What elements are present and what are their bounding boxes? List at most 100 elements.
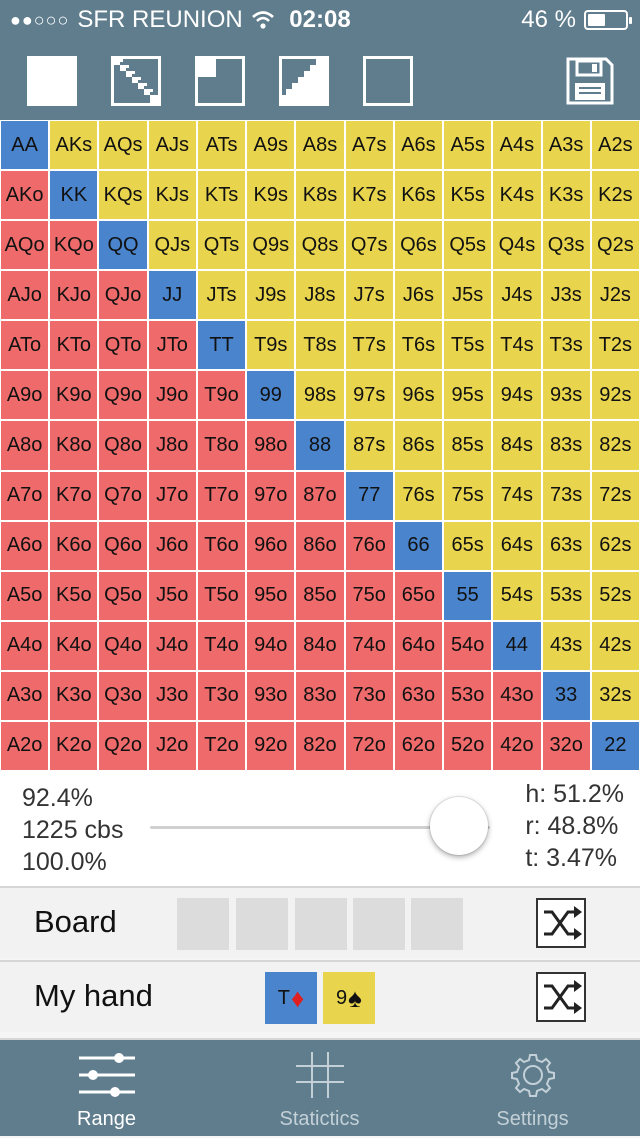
hand-cell[interactable]: Q3s <box>542 221 590 270</box>
hand-cell[interactable]: 99 <box>247 371 295 420</box>
hand-cell[interactable]: K6s <box>394 171 443 220</box>
hand-cell[interactable]: 93s <box>542 371 590 420</box>
hand-cell[interactable]: 76o <box>345 521 393 570</box>
range-slider-knob[interactable] <box>430 797 488 855</box>
tab-statistics[interactable]: Statictics <box>213 1040 426 1138</box>
hand-cell[interactable]: Q6s <box>394 221 443 270</box>
hand-shuffle-button[interactable] <box>536 972 586 1022</box>
hand-cell[interactable]: A8s <box>296 121 344 170</box>
hand-cell[interactable]: J6o <box>148 521 196 570</box>
hand-cell[interactable]: 82o <box>296 721 344 770</box>
board-shuffle-button[interactable] <box>536 898 586 948</box>
hand-cell[interactable]: T5s <box>444 321 492 370</box>
hand-cell[interactable]: K7o <box>50 471 98 520</box>
hand-cell[interactable]: J8o <box>148 421 196 470</box>
hand-cell[interactable]: QTs <box>197 221 246 270</box>
hand-cell[interactable]: 63s <box>542 521 590 570</box>
hand-cell[interactable]: J6s <box>394 271 443 320</box>
hand-cell[interactable]: J7s <box>345 271 393 320</box>
hand-cell[interactable]: 33 <box>542 671 590 720</box>
hand-cell[interactable]: 53o <box>444 671 492 720</box>
hand-cell[interactable]: 54o <box>444 621 492 670</box>
hand-cell[interactable]: A7s <box>345 121 393 170</box>
hand-cell[interactable]: 83o <box>296 671 344 720</box>
hand-cell[interactable]: T8s <box>296 321 344 370</box>
hand-cell[interactable]: 85s <box>444 421 492 470</box>
save-button[interactable] <box>565 56 615 106</box>
hand-cell[interactable]: T5o <box>197 571 246 620</box>
hand-cell[interactable]: J9o <box>148 371 196 420</box>
hand-card-1[interactable]: T ♦ <box>265 972 317 1024</box>
hand-cell[interactable]: 82s <box>591 421 639 470</box>
hand-cell[interactable]: J2s <box>591 271 639 320</box>
hand-cell[interactable]: 98o <box>247 421 295 470</box>
hand-cell[interactable]: 52o <box>444 721 492 770</box>
clear-tool[interactable] <box>363 56 413 106</box>
hand-cell[interactable]: A4o <box>1 621 49 670</box>
hand-cell[interactable]: KJs <box>148 171 196 220</box>
hand-cell[interactable]: K2o <box>50 721 98 770</box>
select-all-tool[interactable] <box>27 56 77 106</box>
hand-cell[interactable]: K5s <box>444 171 492 220</box>
hand-cell[interactable]: T4o <box>197 621 246 670</box>
hand-cell[interactable]: 72o <box>345 721 393 770</box>
hand-cell[interactable]: 65o <box>394 571 443 620</box>
hand-cell[interactable]: K9s <box>247 171 295 220</box>
hand-cell[interactable]: T4s <box>493 321 541 370</box>
staircase-tool[interactable] <box>279 56 329 106</box>
hand-cell[interactable]: 73o <box>345 671 393 720</box>
hand-cell[interactable]: A5o <box>1 571 49 620</box>
hand-cell[interactable]: 54s <box>493 571 541 620</box>
hand-cell[interactable]: A2s <box>591 121 639 170</box>
hand-cell[interactable]: J4s <box>493 271 541 320</box>
hand-cell[interactable]: J9s <box>247 271 295 320</box>
hand-cell[interactable]: TT <box>197 321 246 370</box>
hand-cell[interactable]: Q4s <box>493 221 541 270</box>
hand-cell[interactable]: 74o <box>345 621 393 670</box>
hand-cell[interactable]: 97o <box>247 471 295 520</box>
hand-cell[interactable]: 92s <box>591 371 639 420</box>
corner-tool[interactable] <box>195 56 245 106</box>
hand-cell[interactable]: T3s <box>542 321 590 370</box>
hand-cell[interactable]: Q8o <box>99 421 147 470</box>
hand-cell[interactable]: JJ <box>148 271 196 320</box>
hand-cell[interactable]: 64s <box>493 521 541 570</box>
hand-cell[interactable]: K3o <box>50 671 98 720</box>
hand-cell[interactable]: 62s <box>591 521 639 570</box>
hand-cell[interactable]: JTo <box>148 321 196 370</box>
board-card-slot[interactable] <box>177 898 229 950</box>
hand-cell[interactable]: T9s <box>247 321 295 370</box>
hand-cell[interactable]: A6o <box>1 521 49 570</box>
hand-cell[interactable]: Q3o <box>99 671 147 720</box>
hand-cell[interactable]: A4s <box>493 121 541 170</box>
hand-cell[interactable]: 96o <box>247 521 295 570</box>
hand-cell[interactable]: J5s <box>444 271 492 320</box>
hand-cell[interactable]: 52s <box>591 571 639 620</box>
hand-cell[interactable]: 62o <box>394 721 443 770</box>
range-slider-track[interactable] <box>150 826 490 829</box>
hand-cell[interactable]: QTo <box>99 321 147 370</box>
hand-cell[interactable]: J5o <box>148 571 196 620</box>
hand-cell[interactable]: 88 <box>296 421 344 470</box>
hand-cell[interactable]: ATo <box>1 321 49 370</box>
hand-cell[interactable]: A3s <box>542 121 590 170</box>
hand-cell[interactable]: 73s <box>542 471 590 520</box>
hand-cell[interactable]: AJo <box>1 271 49 320</box>
hand-card-2[interactable]: 9 ♠ <box>323 972 375 1024</box>
hand-cell[interactable]: K8s <box>296 171 344 220</box>
hand-cell[interactable]: AA <box>1 121 49 170</box>
hand-cell[interactable]: QQ <box>99 221 147 270</box>
hand-cell[interactable]: Q5o <box>99 571 147 620</box>
hand-cell[interactable]: J3s <box>542 271 590 320</box>
hand-cell[interactable]: 96s <box>394 371 443 420</box>
hand-cell[interactable]: 87s <box>345 421 393 470</box>
hand-cell[interactable]: Q5s <box>444 221 492 270</box>
hand-cell[interactable]: A2o <box>1 721 49 770</box>
hand-cell[interactable]: Q2o <box>99 721 147 770</box>
hand-cell[interactable]: 84s <box>493 421 541 470</box>
hand-cell[interactable]: T8o <box>197 421 246 470</box>
tab-range[interactable]: Range <box>0 1040 213 1138</box>
hand-cell[interactable]: J8s <box>296 271 344 320</box>
hand-cell[interactable]: A9o <box>1 371 49 420</box>
hand-cell[interactable]: QJo <box>99 271 147 320</box>
